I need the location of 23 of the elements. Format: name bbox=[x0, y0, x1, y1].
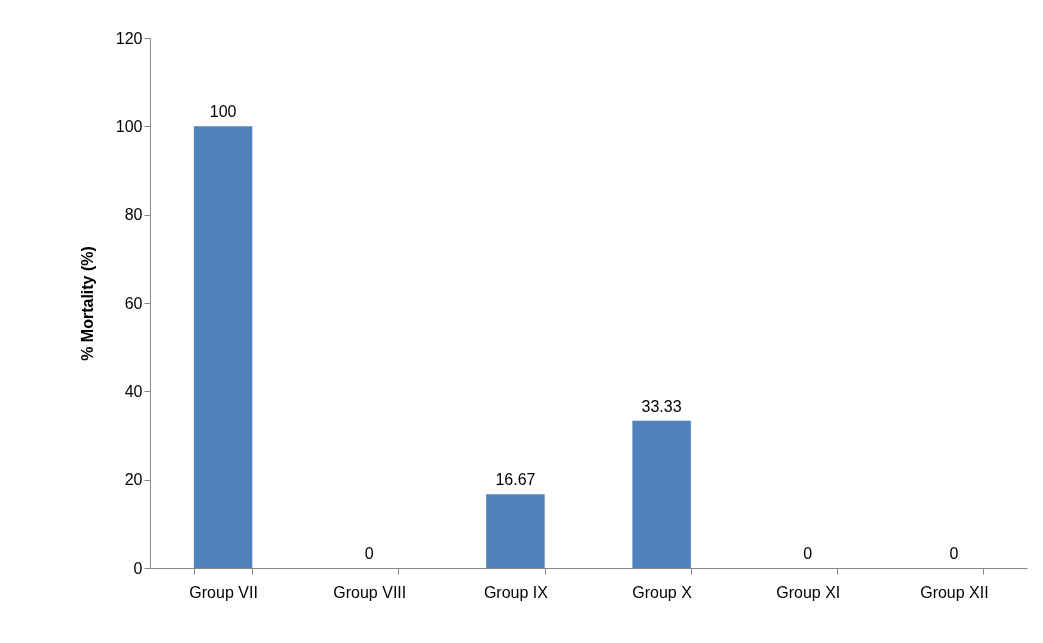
bar bbox=[193, 126, 253, 568]
x-tick-label: Group VII bbox=[189, 583, 258, 601]
bar bbox=[632, 420, 691, 568]
x-tick-label: Group X bbox=[632, 583, 693, 601]
data-label: 33.33 bbox=[641, 397, 682, 415]
y-axis-title: % Mortality (%) bbox=[78, 246, 96, 361]
data-label: 0 bbox=[949, 545, 959, 562]
data-label: 0 bbox=[803, 545, 813, 562]
data-label: 16.67 bbox=[495, 471, 536, 489]
y-tick-label: 0 bbox=[133, 559, 143, 577]
data-label: 0 bbox=[364, 545, 374, 562]
x-tick-label: Group IX bbox=[483, 583, 549, 601]
bar bbox=[486, 494, 545, 568]
x-tick-label: Group XI bbox=[776, 583, 841, 601]
y-tick-label: 80 bbox=[124, 206, 143, 224]
y-tick-label: 20 bbox=[124, 471, 143, 489]
y-tick-label: 40 bbox=[124, 382, 143, 400]
y-tick-label: 120 bbox=[115, 29, 143, 47]
y-tick-label: 100 bbox=[115, 117, 143, 135]
data-label: 100 bbox=[209, 103, 237, 121]
y-tick-label: 60 bbox=[124, 294, 143, 312]
x-tick-label: Group VIII bbox=[333, 583, 407, 601]
x-tick-label: Group XII bbox=[920, 583, 989, 601]
